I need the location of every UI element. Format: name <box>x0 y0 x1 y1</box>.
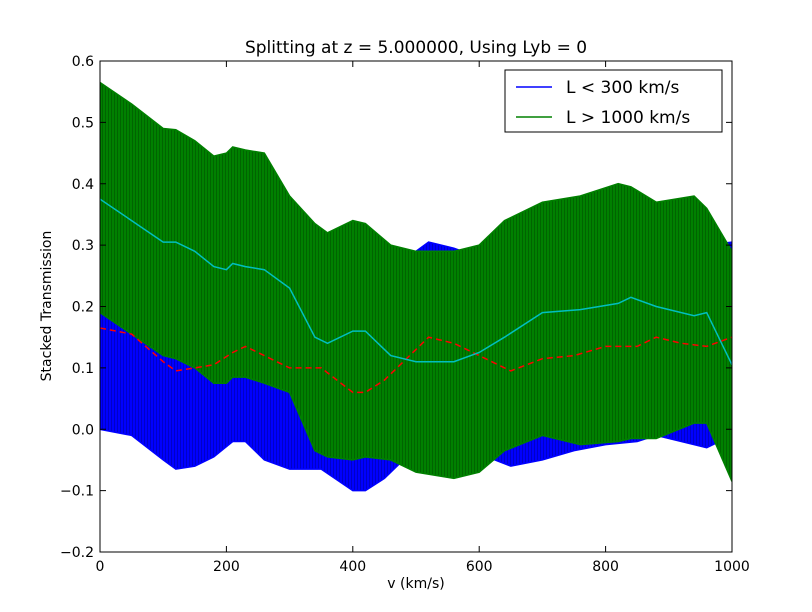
chart-title: Splitting at z = 5.000000, Using Lyb = 0 <box>245 38 587 58</box>
y-tick-label: 0.6 <box>72 54 94 70</box>
band-high-velocity <box>100 81 732 482</box>
x-axis-label: v (km/s) <box>387 576 444 592</box>
y-tick-label: 0.0 <box>72 422 94 438</box>
mean-line-low-velocity <box>100 327 732 394</box>
y-tick-label: −0.1 <box>60 484 94 500</box>
y-tick-label: 0.2 <box>72 300 94 316</box>
legend-label-high: L > 1000 km/s <box>566 108 690 128</box>
y-tick-label: 0.1 <box>72 361 94 377</box>
x-tick-label: 1000 <box>714 559 750 575</box>
y-tick-label: 0.3 <box>72 238 94 254</box>
legend-box <box>504 69 723 133</box>
x-tick-label: 600 <box>466 559 493 575</box>
legend: L < 300 km/s L > 1000 km/s <box>504 69 723 133</box>
x-tick-label: 0 <box>96 559 105 575</box>
x-tick-label: 800 <box>592 559 619 575</box>
y-axis-label: Stacked Transmission <box>39 231 55 382</box>
x-tick-label: 400 <box>339 559 366 575</box>
legend-label-low: L < 300 km/s <box>566 78 680 98</box>
x-tick-label: 200 <box>213 559 240 575</box>
y-tick-label: 0.5 <box>72 115 94 131</box>
y-tick-label: −0.2 <box>60 545 94 561</box>
mean-line-high-velocity <box>100 198 732 366</box>
y-tick-label: 0.4 <box>72 177 94 193</box>
